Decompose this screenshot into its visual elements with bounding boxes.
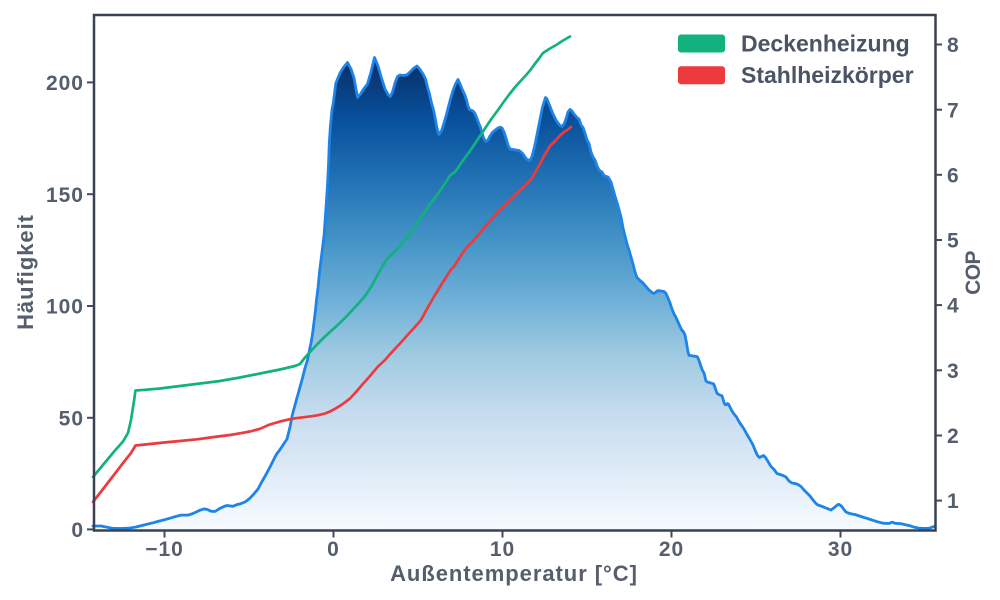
svg-text:0: 0 bbox=[71, 519, 84, 542]
svg-text:8: 8 bbox=[947, 34, 960, 57]
svg-text:20: 20 bbox=[659, 538, 684, 561]
svg-text:COP: COP bbox=[962, 251, 985, 295]
svg-text:30: 30 bbox=[828, 538, 853, 561]
svg-text:150: 150 bbox=[46, 184, 84, 207]
svg-text:1: 1 bbox=[947, 490, 960, 513]
svg-text:Häufigkeit: Häufigkeit bbox=[13, 214, 38, 330]
svg-text:4: 4 bbox=[947, 295, 960, 318]
svg-text:200: 200 bbox=[46, 72, 84, 95]
svg-text:Stahlheizkörper: Stahlheizkörper bbox=[741, 62, 914, 88]
svg-text:0: 0 bbox=[327, 538, 340, 561]
svg-text:6: 6 bbox=[947, 164, 960, 187]
svg-text:7: 7 bbox=[947, 99, 960, 122]
svg-text:Deckenheizung: Deckenheizung bbox=[741, 31, 910, 57]
svg-text:100: 100 bbox=[46, 296, 84, 319]
svg-text:10: 10 bbox=[490, 538, 515, 561]
svg-text:Außentemperatur [°C]: Außentemperatur [°C] bbox=[390, 561, 638, 586]
svg-text:50: 50 bbox=[59, 407, 84, 430]
svg-text:5: 5 bbox=[947, 230, 960, 253]
svg-text:2: 2 bbox=[947, 425, 960, 448]
svg-text:−10: −10 bbox=[145, 538, 184, 561]
svg-text:3: 3 bbox=[947, 360, 960, 383]
